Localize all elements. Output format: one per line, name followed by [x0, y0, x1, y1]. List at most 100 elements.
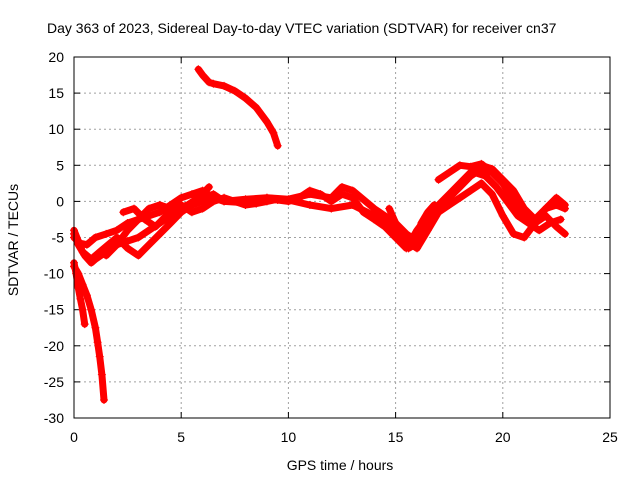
data-point — [205, 78, 214, 87]
data-point — [273, 195, 282, 204]
data-point — [194, 193, 203, 202]
data-point — [477, 179, 486, 188]
data-point — [417, 219, 426, 228]
data-point — [269, 128, 278, 137]
data-point — [338, 182, 346, 191]
data-point — [91, 233, 100, 242]
data-point — [97, 370, 106, 379]
data-point — [370, 211, 379, 220]
data-point — [434, 175, 443, 184]
data-point — [560, 201, 569, 210]
data-point — [187, 190, 196, 199]
data-point — [524, 219, 533, 228]
data-point — [162, 211, 171, 220]
data-point — [93, 338, 102, 347]
data-point — [76, 294, 85, 303]
data-point — [100, 395, 109, 404]
data-point — [87, 305, 96, 314]
data-point — [509, 190, 518, 199]
x-axis-label: GPS time / hours — [287, 457, 394, 473]
data-point — [187, 208, 196, 217]
data-point — [220, 193, 229, 202]
data-point — [87, 255, 96, 264]
data-point — [488, 190, 497, 199]
data-point — [305, 190, 314, 199]
data-point — [545, 219, 554, 228]
data-point — [455, 193, 464, 202]
data-point — [78, 305, 87, 314]
data-point — [455, 161, 464, 170]
data-point — [466, 162, 475, 171]
series-line — [385, 201, 438, 252]
data-point — [541, 204, 550, 213]
data-point — [145, 226, 154, 235]
data-point — [241, 201, 250, 210]
data-point — [398, 233, 407, 242]
data-point — [262, 117, 271, 126]
data-point — [284, 195, 293, 204]
y-tick-label: 5 — [56, 157, 64, 173]
chart-title: Day 363 of 2023, Sidereal Day-to-day VTE… — [47, 20, 557, 36]
data-point — [404, 244, 413, 253]
data-point — [80, 320, 89, 329]
data-point — [155, 229, 164, 238]
data-point — [230, 197, 239, 206]
data-point — [560, 229, 569, 238]
data-point — [391, 219, 400, 228]
y-tick-label: 0 — [56, 193, 64, 209]
plot-frame — [73, 56, 611, 419]
data-point — [348, 186, 357, 195]
data-point — [520, 204, 529, 213]
data-point — [130, 204, 139, 213]
data-point — [530, 215, 539, 224]
data-point — [145, 240, 154, 249]
data-point — [520, 233, 529, 242]
y-tick-label: -25 — [44, 374, 64, 390]
data-point — [102, 229, 111, 238]
data-point — [209, 197, 218, 206]
data-point — [445, 190, 454, 199]
data-point — [552, 193, 561, 202]
data-point — [145, 204, 154, 213]
y-tick-label: -30 — [44, 410, 64, 426]
data-point — [535, 226, 544, 235]
data-point — [348, 201, 357, 210]
y-tick-label: -5 — [52, 230, 65, 246]
x-tick-label: 25 — [602, 429, 618, 445]
y-tick-label: -10 — [44, 266, 64, 282]
data-point — [104, 240, 113, 249]
data-point — [123, 226, 132, 235]
data-point — [509, 229, 518, 238]
data-point — [466, 186, 475, 195]
data-point — [481, 172, 490, 181]
series-arc-7 — [385, 201, 439, 253]
data-point — [112, 240, 121, 249]
data-point — [177, 193, 186, 202]
data-point — [72, 269, 81, 278]
data-point — [74, 284, 83, 293]
data-point — [198, 204, 207, 213]
data-point — [385, 204, 394, 213]
x-tick-label: 20 — [495, 429, 511, 445]
data-point — [423, 208, 432, 217]
data-point — [205, 182, 214, 191]
x-tick-label: 10 — [281, 429, 297, 445]
data-point — [198, 71, 207, 80]
data-point — [455, 179, 464, 188]
data-point — [410, 240, 419, 249]
data-point — [220, 81, 229, 90]
data-point — [155, 208, 164, 217]
x-tick-label: 15 — [388, 429, 404, 445]
y-tick-label: 10 — [48, 121, 64, 137]
data-point — [503, 197, 512, 206]
data-point — [183, 201, 192, 210]
series-arc-11 — [434, 159, 518, 199]
data-point — [155, 201, 164, 210]
data-point — [477, 159, 486, 168]
data-point — [91, 323, 100, 332]
data-point — [134, 251, 143, 260]
data-point — [305, 201, 314, 210]
data-point — [82, 240, 91, 249]
data-point — [230, 86, 239, 95]
